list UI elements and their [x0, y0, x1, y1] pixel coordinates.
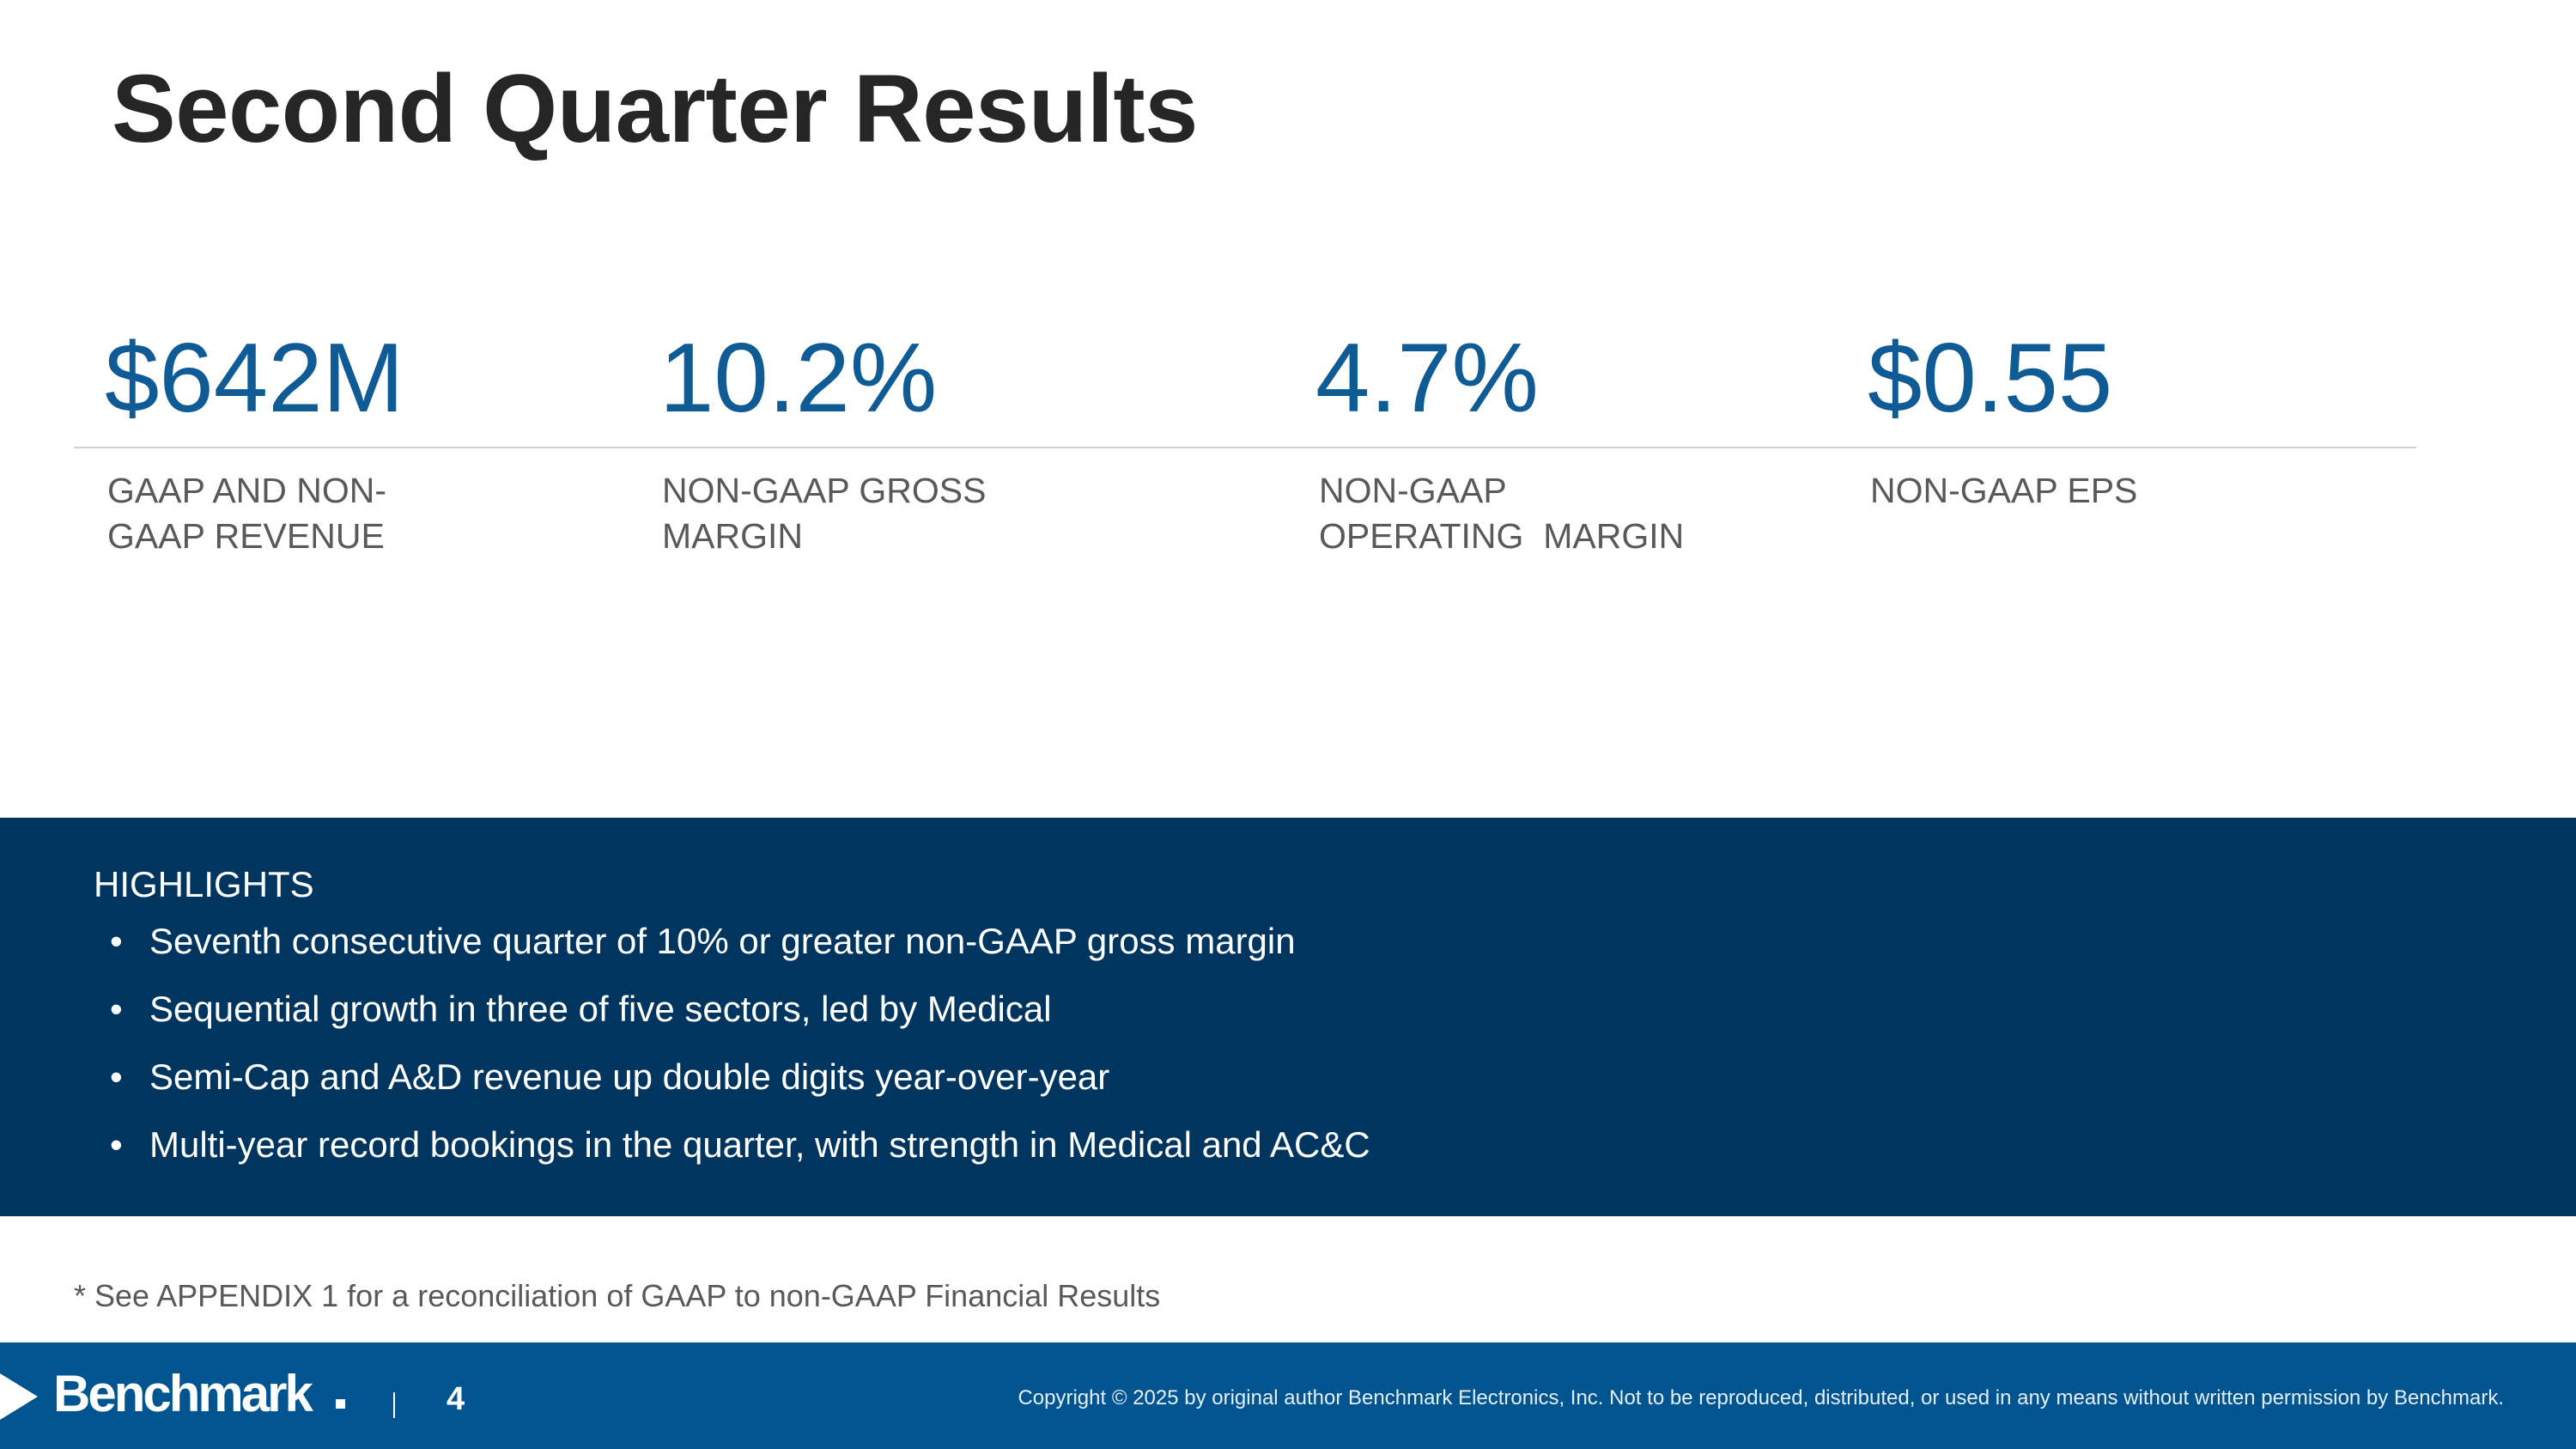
highlights-panel	[0, 818, 2576, 1216]
highlight-item-text: Semi-Cap and A&D revenue up double digit…	[149, 1056, 1110, 1097]
highlight-item: • Semi-Cap and A&D revenue up double dig…	[110, 1056, 1370, 1124]
metric-eps-value: $0.55	[1868, 324, 2113, 433]
metric-revenue-label-line1: GAAP AND NON-	[107, 471, 387, 510]
page-title: Second Quarter Results	[112, 55, 1198, 162]
metric-eps-label-line1: NON-GAAP EPS	[1870, 471, 2138, 510]
metric-operating-margin-value: 4.7%	[1315, 324, 1539, 433]
metric-revenue-value: $642M	[105, 324, 404, 433]
metric-gross-margin-label: NON-GAAP GROSS MARGIN	[662, 468, 1143, 559]
metric-operating-margin-label: NON-GAAP OPERATING MARGIN	[1319, 468, 1800, 559]
bullet-icon: •	[110, 989, 123, 1029]
metric-operating-margin-label-line2: OPERATING MARGIN	[1319, 516, 1685, 556]
bullet-icon: •	[110, 921, 123, 961]
highlight-item-text: Seventh consecutive quarter of 10% or gr…	[149, 921, 1296, 961]
highlights-list: • Seventh consecutive quarter of 10% or …	[110, 921, 1370, 1192]
footer-bar: Benchmark 4 Copyright © 2025 by original…	[0, 1342, 2576, 1449]
metric-revenue-label: GAAP AND NON- GAAP REVENUE	[107, 468, 588, 559]
metric-eps-label: NON-GAAP EPS	[1870, 468, 2351, 514]
logo-arrow-icon	[0, 1373, 38, 1420]
highlight-item-text: Multi-year record bookings in the quarte…	[149, 1124, 1370, 1165]
metrics-divider	[74, 447, 2416, 448]
metric-revenue-label-line2: GAAP REVENUE	[107, 516, 385, 556]
highlights-heading: HIGHLIGHTS	[94, 864, 314, 904]
logo: Benchmark	[53, 1365, 313, 1422]
metric-gross-margin-label-line2: MARGIN	[662, 516, 803, 556]
bullet-icon: •	[110, 1124, 123, 1165]
page-number: 4	[447, 1381, 465, 1417]
metric-gross-margin-label-line1: NON-GAAP GROSS	[662, 471, 987, 510]
bullet-icon: •	[110, 1056, 123, 1097]
highlight-item-text: Sequential growth in three of five secto…	[149, 989, 1052, 1029]
copyright-notice: Copyright © 2025 by original author Benc…	[1018, 1386, 2504, 1409]
footer-separator	[393, 1392, 395, 1418]
metric-operating-margin-label-line1: NON-GAAP	[1319, 471, 1507, 510]
highlight-item: • Seventh consecutive quarter of 10% or …	[110, 921, 1370, 989]
metric-gross-margin-value: 10.2%	[659, 324, 938, 433]
logo-dot-icon	[336, 1399, 345, 1409]
highlight-item: • Multi-year record bookings in the quar…	[110, 1124, 1370, 1192]
footnote: * See APPENDIX 1 for a reconciliation of…	[74, 1278, 1161, 1313]
highlight-item: • Sequential growth in three of five sec…	[110, 989, 1370, 1056]
